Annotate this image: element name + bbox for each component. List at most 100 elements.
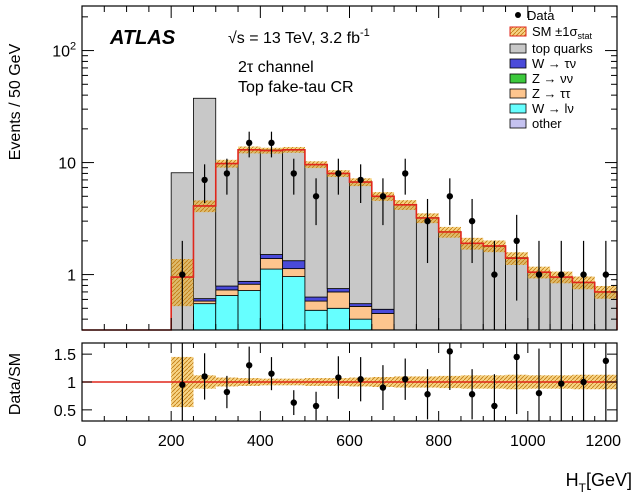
- data-point: [424, 217, 431, 225]
- main-y-axis-label: Events / 50 GeV: [7, 43, 24, 160]
- x-tick-label: 200: [158, 433, 185, 450]
- ratio-frame: [81, 342, 618, 422]
- stack-bar-1-9: [282, 276, 306, 331]
- legend-label-0: top quarks: [532, 41, 593, 56]
- legend-swatch-1: [509, 58, 527, 69]
- stack-bar-1-8: [259, 268, 284, 331]
- stack-bar-1-12: [349, 318, 373, 331]
- atlas-label: ATLAS: [109, 27, 176, 49]
- data-point: [290, 170, 297, 177]
- stack-bar-1-7: [237, 290, 261, 331]
- stacked-histograms: [170, 97, 618, 331]
- ratio-point: [535, 389, 543, 397]
- main-frame: [81, 5, 618, 331]
- legend-sm-label-subscript: stat: [578, 31, 593, 41]
- ratio-point: [290, 399, 297, 406]
- stack-bar-5-16: [438, 231, 462, 331]
- data-point: [468, 217, 476, 225]
- data-point: [268, 139, 275, 147]
- stack-bar-1-6: [215, 295, 239, 331]
- main-y-tick-label-100: 10: [52, 44, 70, 61]
- ratio-point: [335, 374, 342, 381]
- legend-swatch-3: [509, 88, 527, 99]
- stack-bar-4-11: [326, 288, 350, 293]
- main-y-tick-label-100-exponent: 2: [70, 41, 76, 53]
- ratio-point: [468, 391, 476, 398]
- legend-label-2: Z → νν: [532, 71, 573, 86]
- data-point: [535, 271, 543, 278]
- data-point: [179, 271, 186, 278]
- data-point: [357, 176, 364, 184]
- x-axis-label-main: H: [566, 470, 579, 490]
- x-tick-label: 1200: [585, 433, 621, 450]
- x-tick-label: 600: [336, 433, 363, 450]
- stack-bar-2-7: [237, 283, 261, 291]
- legend-label-4: W → lν: [532, 101, 574, 116]
- region-label: Top fake-tau CR: [238, 79, 354, 96]
- legend-swatch-2: [509, 73, 527, 84]
- ratio-point: [558, 380, 565, 387]
- data-point: [379, 193, 387, 200]
- stack-bar-2-11: [326, 291, 350, 309]
- ratio-point: [312, 402, 320, 410]
- stack-bar-2-6: [215, 289, 239, 296]
- data-point: [446, 193, 454, 200]
- stack-bar-4-10: [304, 296, 328, 302]
- legend-label-3: Z → ττ: [532, 86, 571, 101]
- ratio-y-tick-label: 0.5: [54, 403, 76, 420]
- stack-bar-2-9: [282, 268, 306, 277]
- legend-sm-label-text: SM ±1σ: [532, 24, 578, 39]
- stack-bar-4-13: [371, 308, 395, 314]
- data-point: [580, 271, 587, 278]
- stack-bar-5-14: [393, 204, 417, 331]
- ratio-point: [201, 373, 208, 380]
- data-point: [335, 170, 342, 177]
- ratio-point: [245, 362, 253, 369]
- x-tick-label: 1000: [510, 433, 546, 450]
- x-axis-label-unit: [GeV]: [586, 470, 632, 490]
- data-point: [491, 271, 498, 278]
- ratio-point: [379, 384, 387, 391]
- ratio-y-tick-label: 1: [67, 375, 76, 392]
- data-point: [223, 170, 231, 177]
- legend-sm-label: SM ±1σstat: [532, 24, 593, 41]
- ratio-point: [357, 376, 364, 383]
- legend-label-5: other: [532, 116, 562, 131]
- x-tick-label: 800: [425, 433, 452, 450]
- energy-label: √s = 13 TeV, 3.2 fb-1: [228, 27, 370, 47]
- stack-bar-4-9: [282, 260, 306, 270]
- ratio-point: [513, 353, 520, 361]
- legend-label-1: W → τν: [532, 56, 576, 71]
- data-point: [513, 237, 520, 245]
- legend-sm-swatch: [509, 26, 527, 37]
- ratio-axes: 0.5 1 1.5 0 200 400 600 800 1000 1200: [54, 343, 621, 450]
- stack-bar-5-7: [237, 149, 261, 282]
- data-point: [201, 176, 208, 184]
- data-point: [558, 271, 565, 278]
- stack-bar-4-8: [259, 254, 284, 259]
- main-y-tick-label-10: 10: [58, 156, 76, 173]
- ratio-point: [179, 381, 186, 388]
- data-point: [312, 193, 320, 200]
- ratio-point: [223, 388, 231, 396]
- ratio-point: [446, 348, 454, 355]
- data-point: [402, 170, 409, 177]
- ratio-y-tick-label: 1.5: [54, 347, 76, 364]
- stack-bar-1-11: [326, 307, 350, 331]
- main-y-tick-label-1: 1: [67, 268, 76, 285]
- channel-label: 2τ channel: [238, 59, 314, 76]
- stack-bar-1-10: [304, 309, 328, 331]
- stack-bar-4-6: [215, 285, 239, 291]
- data-point: [245, 139, 253, 147]
- legend-data-label: Data: [527, 8, 555, 23]
- energy-label-exponent: -1: [360, 27, 370, 39]
- stack-bar-2-12: [349, 305, 373, 320]
- ratio-point: [424, 391, 431, 398]
- energy-label-text: √s = 13 TeV, 3.2 fb: [228, 30, 360, 47]
- legend-swatch-0: [509, 43, 527, 54]
- stack-bar-2-13: [371, 313, 395, 331]
